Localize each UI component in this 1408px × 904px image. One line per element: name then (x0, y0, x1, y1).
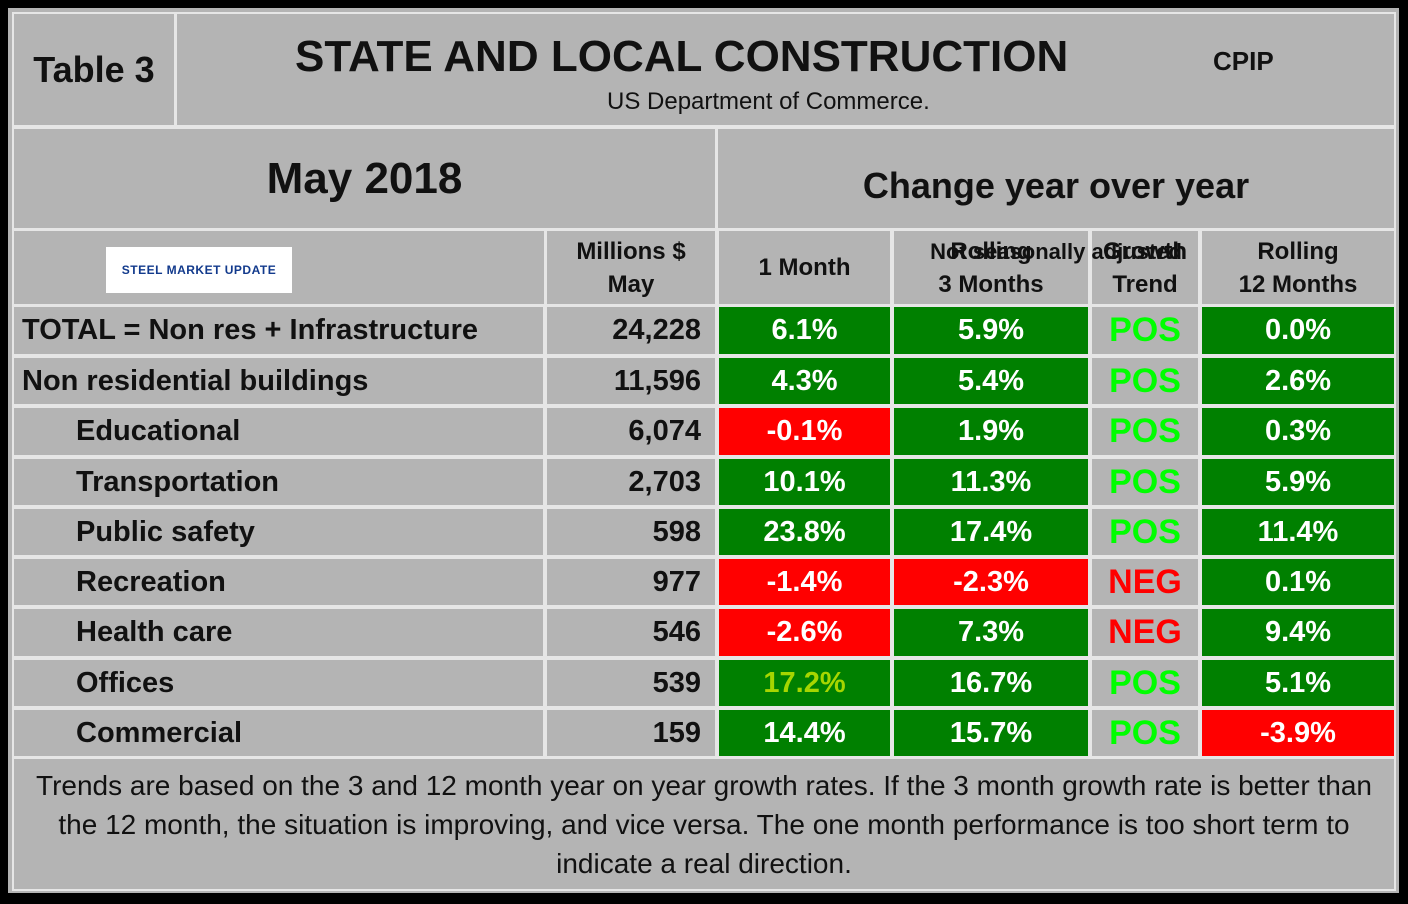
change-value: 6.1% (717, 305, 892, 356)
row-label: Recreation (12, 557, 545, 607)
amount: 159 (545, 708, 717, 758)
change-value: 11.4% (1200, 507, 1396, 557)
change-value: 7.3% (892, 607, 1090, 658)
amount: 598 (545, 507, 717, 557)
trend: NEG (1090, 607, 1200, 658)
change-value: 5.9% (1200, 457, 1396, 507)
change-value: 1.9% (892, 406, 1090, 457)
change-value: -0.1% (717, 406, 892, 457)
change-value: -3.9% (1200, 708, 1396, 758)
title-tag: CPIP (1213, 46, 1274, 76)
logo: STEEL MARKET UPDATE (106, 247, 292, 293)
logo-cell: STEEL MARKET UPDATE (12, 229, 546, 306)
column-header: Rolling 3 Months (892, 229, 1090, 306)
amount: 2,703 (545, 457, 717, 507)
amount: 977 (545, 557, 717, 607)
title: STATE AND LOCAL CONSTRUCTION (295, 32, 1069, 81)
row-label: Transportation (12, 457, 545, 507)
change-value: 0.3% (1200, 406, 1396, 457)
trend: POS (1090, 356, 1200, 406)
change-value: 5.9% (892, 305, 1090, 356)
change-value: 2.6% (1200, 356, 1396, 406)
change-value: 17.2% (717, 658, 892, 708)
change-value: -2.3% (892, 557, 1090, 607)
table-label: Table 3 (12, 12, 176, 127)
change-value: 9.4% (1200, 607, 1396, 658)
amount: 539 (545, 658, 717, 708)
change-value: 5.1% (1200, 658, 1396, 708)
trend: POS (1090, 708, 1200, 758)
footnote: Trends are based on the 3 and 12 month y… (12, 757, 1396, 891)
period: May 2018 (12, 127, 717, 230)
change-value: -2.6% (717, 607, 892, 658)
change-cell: Change year over year Not seasonally adj… (716, 127, 1396, 264)
change-value: 14.4% (717, 708, 892, 758)
change-value: 4.3% (717, 356, 892, 406)
amount: 11,596 (545, 356, 717, 406)
change-value: 17.4% (892, 507, 1090, 557)
trend: POS (1090, 457, 1200, 507)
table-panel (8, 8, 1399, 893)
change-value: 5.4% (892, 356, 1090, 406)
trend: POS (1090, 305, 1200, 356)
row-label: Public safety (12, 507, 545, 557)
change-note: Not seasonally adjusted (930, 239, 1182, 264)
change-value: 10.1% (717, 457, 892, 507)
amount: 6,074 (545, 406, 717, 457)
row-label: Commercial (12, 708, 545, 758)
column-header: Rolling 12 Months (1200, 229, 1396, 306)
column-header: Growth Trend (1090, 229, 1200, 306)
change-value: 0.0% (1200, 305, 1396, 356)
amount: 546 (545, 607, 717, 658)
change-value: 23.8% (717, 507, 892, 557)
change-value: -1.4% (717, 557, 892, 607)
change-value: 15.7% (892, 708, 1090, 758)
row-label: TOTAL = Non res + Infrastructure (12, 305, 545, 356)
source: US Department of Commerce. (607, 88, 930, 115)
change-value: 11.3% (892, 457, 1090, 507)
amount: 24,228 (545, 305, 717, 356)
column-header: 1 Month (717, 229, 892, 306)
row-label: Health care (12, 607, 545, 658)
trend: POS (1090, 658, 1200, 708)
row-label: Educational (12, 406, 545, 457)
trend: POS (1090, 507, 1200, 557)
row-label: Offices (12, 658, 545, 708)
change-title: Change year over year (862, 165, 1250, 206)
row-label: Non residential buildings (12, 356, 545, 406)
title-cell: STATE AND LOCAL CONSTRUCTION CPIP US Dep… (175, 12, 1396, 127)
change-value: 16.7% (892, 658, 1090, 708)
trend: NEG (1090, 557, 1200, 607)
column-header: Millions $ May (545, 229, 717, 306)
change-value: 0.1% (1200, 557, 1396, 607)
trend: POS (1090, 406, 1200, 457)
